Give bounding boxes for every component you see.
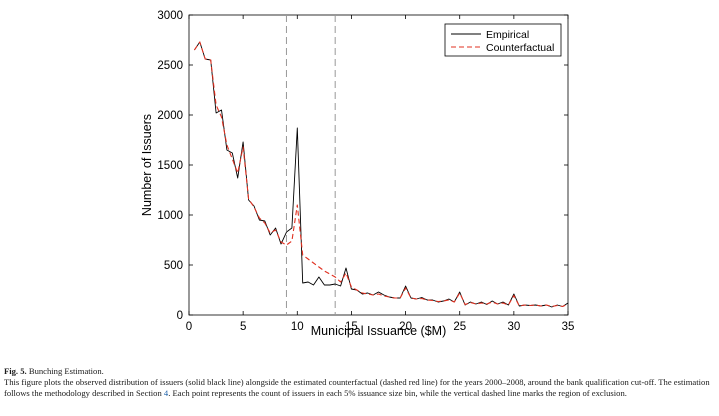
x-tick-label: 25 xyxy=(453,321,466,333)
figure-caption: Fig. 5. Bunching Estimation. This figure… xyxy=(4,366,716,400)
x-tick-label: 15 xyxy=(345,321,358,333)
x-tick-label: 5 xyxy=(240,321,246,333)
bunching-chart: 0 5 10 15 20 25 30 35 0 500 1000 1500 2000 2500 3000 Mu… xyxy=(140,10,575,338)
x-tick-label: 30 xyxy=(507,321,520,333)
x-axis-label: Municipal Issuance ($M) xyxy=(311,324,446,338)
x-tick-label: 35 xyxy=(562,321,575,333)
y-tick-label: 500 xyxy=(164,260,183,272)
y-tick-label: 1500 xyxy=(157,160,183,172)
x-tick-label: 0 xyxy=(186,321,192,333)
legend-label-empirical: Empirical xyxy=(486,29,529,41)
legend-label-counterfactual: Counterfactual xyxy=(486,42,554,54)
caption-text: This figure plots the observed distribut… xyxy=(4,377,710,399)
x-tick-label: 10 xyxy=(291,321,304,333)
figure-title: Bunching Estimation. xyxy=(28,366,104,376)
y-tick-label: 3000 xyxy=(157,10,183,22)
y-tick-label: 2500 xyxy=(157,60,183,72)
y-tick-label: 1000 xyxy=(157,210,183,222)
caption-text-end: . Each point represents the count of iss… xyxy=(168,388,627,399)
series-line-empirical xyxy=(194,41,569,308)
figure-label: Fig. 5. xyxy=(4,366,27,376)
plot-frame xyxy=(188,14,569,316)
y-axis-label: Number of Issuers xyxy=(140,114,154,216)
section-link[interactable]: 4 xyxy=(163,388,169,399)
y-tick-label: 2000 xyxy=(157,110,183,122)
series-line-counterfactual xyxy=(193,41,569,308)
y-tick-label: 0 xyxy=(177,310,183,322)
x-tick-label: 20 xyxy=(399,321,412,333)
legend-box xyxy=(444,23,562,57)
